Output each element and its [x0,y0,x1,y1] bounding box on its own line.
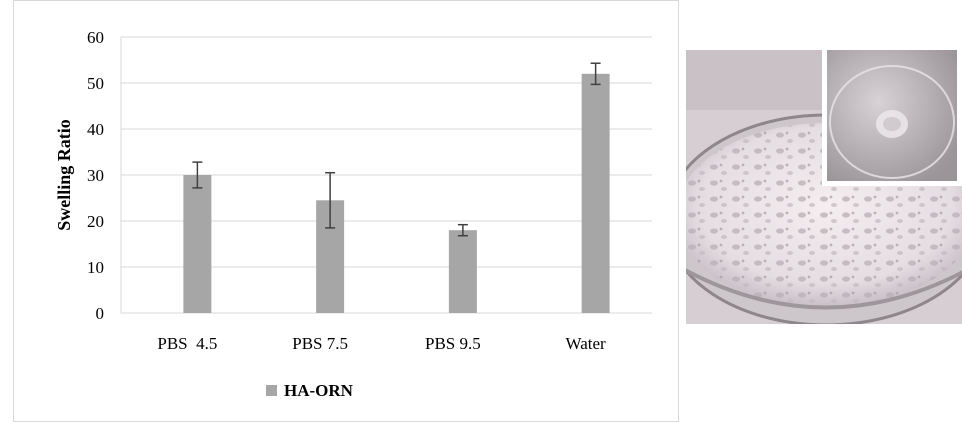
y-tick-labels: 0 10 20 30 40 50 60 [87,28,104,323]
photo-petri-dish [686,50,962,324]
x-tick-labels: PBS 4.5 PBS 7.5 PBS 9.5 Water [157,334,606,353]
bar-0 [183,175,212,313]
x-tick-label: PBS 7.5 [292,334,348,353]
bar-3 [581,73,610,313]
error-bar-3 [590,62,601,86]
chart-panel: 0 10 20 30 40 50 60 PBS 4.5 PBS 7.5 PBS 9.5 Water… [13,0,679,422]
legend: HA-ORN [266,381,354,400]
y-tick-label: 40 [87,120,104,139]
y-tick-label: 30 [87,166,104,185]
error-bar-0 [192,161,203,189]
error-bars [192,62,601,237]
chart-frame [13,0,679,422]
error-bar-2 [457,223,468,237]
y-tick-label: 10 [87,258,104,277]
bars [183,73,610,313]
bar-2 [448,230,477,313]
legend-swatch [266,385,277,396]
bar-chart: 0 10 20 30 40 50 60 PBS 4.5 PBS 7.5 PBS 9.5 Water… [13,0,679,422]
error-bar-1 [325,171,336,229]
y-tick-label: 50 [87,74,104,93]
x-tick-label: PBS 9.5 [425,334,481,353]
chart-area-border [13,0,679,422]
y-tick-label: 0 [96,304,105,323]
y-axis-label: Swelling Ratio [54,119,74,231]
legend-label: HA-ORN [284,381,354,400]
petri-dish-photo [686,50,962,324]
y-tick-label: 60 [87,28,104,47]
x-tick-label: Water [566,334,606,353]
y-tick-label: 20 [87,212,104,231]
x-tick-label: PBS 4.5 [157,334,217,353]
